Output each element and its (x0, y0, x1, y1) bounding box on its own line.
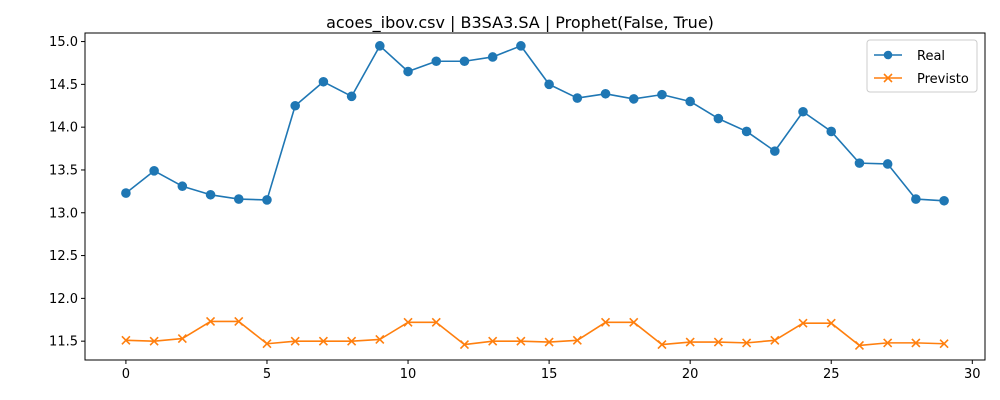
data-point (544, 337, 554, 347)
data-point (657, 89, 667, 100)
data-point (290, 100, 300, 111)
series-line (125, 320, 945, 347)
data-point (600, 88, 611, 99)
data-point (798, 106, 808, 117)
y-tick-label: 12.0 (49, 292, 78, 307)
legend-label: Previsto (917, 72, 969, 87)
data-point (770, 146, 780, 156)
data-point (431, 56, 442, 67)
data-point (403, 66, 413, 77)
data-point (741, 126, 752, 137)
data-point (516, 336, 526, 346)
data-point (572, 335, 582, 345)
y-tick-label: 15.0 (49, 35, 78, 50)
y-tick-label: 12.5 (49, 249, 78, 264)
data-point (177, 181, 188, 192)
data-point (177, 334, 187, 344)
data-point (685, 337, 695, 347)
data-point (629, 317, 639, 327)
axis-ticks: 0 5 10 15 20 25 30 11.5 12.0 12.5 13.0 13.5 14.0 14.5… (49, 35, 981, 382)
data-point (149, 336, 159, 346)
data-point (798, 318, 808, 328)
data-point (742, 338, 752, 348)
data-point (403, 317, 413, 327)
x-tick-label: 30 (964, 367, 981, 382)
legend: Real Previsto (866, 39, 978, 93)
x-tick-label: 25 (823, 367, 840, 382)
data-point (290, 336, 300, 346)
data-point (121, 188, 131, 198)
data-point (234, 316, 244, 327)
data-point (939, 339, 949, 349)
x-tick-label: 15 (541, 367, 558, 382)
data-point (205, 189, 216, 200)
legend-label: Real (917, 49, 945, 64)
data-point (685, 96, 695, 107)
y-tick-label: 14.5 (49, 78, 78, 93)
y-tick-label: 11.5 (49, 335, 78, 350)
data-point (826, 126, 837, 137)
legend-item: Real (874, 49, 945, 64)
data-point (318, 76, 329, 87)
data-point (488, 336, 498, 346)
legend-marker (883, 50, 893, 60)
x-tick-label: 20 (682, 367, 699, 382)
data-point (628, 94, 639, 104)
data-point (262, 339, 272, 349)
data-point (882, 159, 893, 169)
data-point (911, 338, 921, 348)
data-point (770, 335, 780, 345)
plot-area (84, 32, 986, 361)
legend-box (866, 39, 978, 93)
series-real (121, 41, 949, 206)
data-point (347, 336, 357, 346)
data-point (487, 52, 498, 62)
data-point (713, 337, 723, 347)
data-point (854, 340, 865, 351)
legend-marker (883, 73, 893, 83)
data-point (657, 340, 667, 350)
data-point (600, 317, 611, 327)
data-point (459, 56, 470, 67)
data-point (883, 338, 893, 348)
data-point (233, 194, 244, 204)
x-tick-label: 5 (263, 367, 271, 382)
data-point (459, 340, 470, 350)
data-point (121, 335, 131, 345)
data-point (939, 195, 949, 206)
data-point (572, 93, 583, 103)
data-point (516, 41, 526, 51)
x-tick-label: 0 (122, 367, 130, 382)
data-point (826, 318, 836, 328)
y-tick-label: 13.5 (49, 163, 78, 178)
data-point (262, 195, 272, 205)
data-point (149, 166, 159, 176)
data-point (854, 158, 865, 168)
data-point (431, 317, 441, 327)
y-tick-label: 14.0 (49, 121, 78, 136)
data-point (375, 334, 385, 345)
data-point (713, 113, 724, 124)
chart-title: acoes_ibov.csv | B3SA3.SA | Prophet(Fals… (326, 13, 714, 33)
series-layer (121, 41, 949, 351)
legend-item: Previsto (874, 72, 969, 87)
data-point (375, 41, 385, 51)
series-previsto (121, 316, 949, 351)
data-point (318, 336, 328, 346)
data-point (911, 194, 921, 204)
x-tick-label: 10 (400, 367, 417, 382)
data-point (205, 316, 216, 327)
data-point (544, 79, 554, 90)
y-tick-label: 13.0 (49, 206, 78, 221)
data-point (346, 91, 357, 102)
